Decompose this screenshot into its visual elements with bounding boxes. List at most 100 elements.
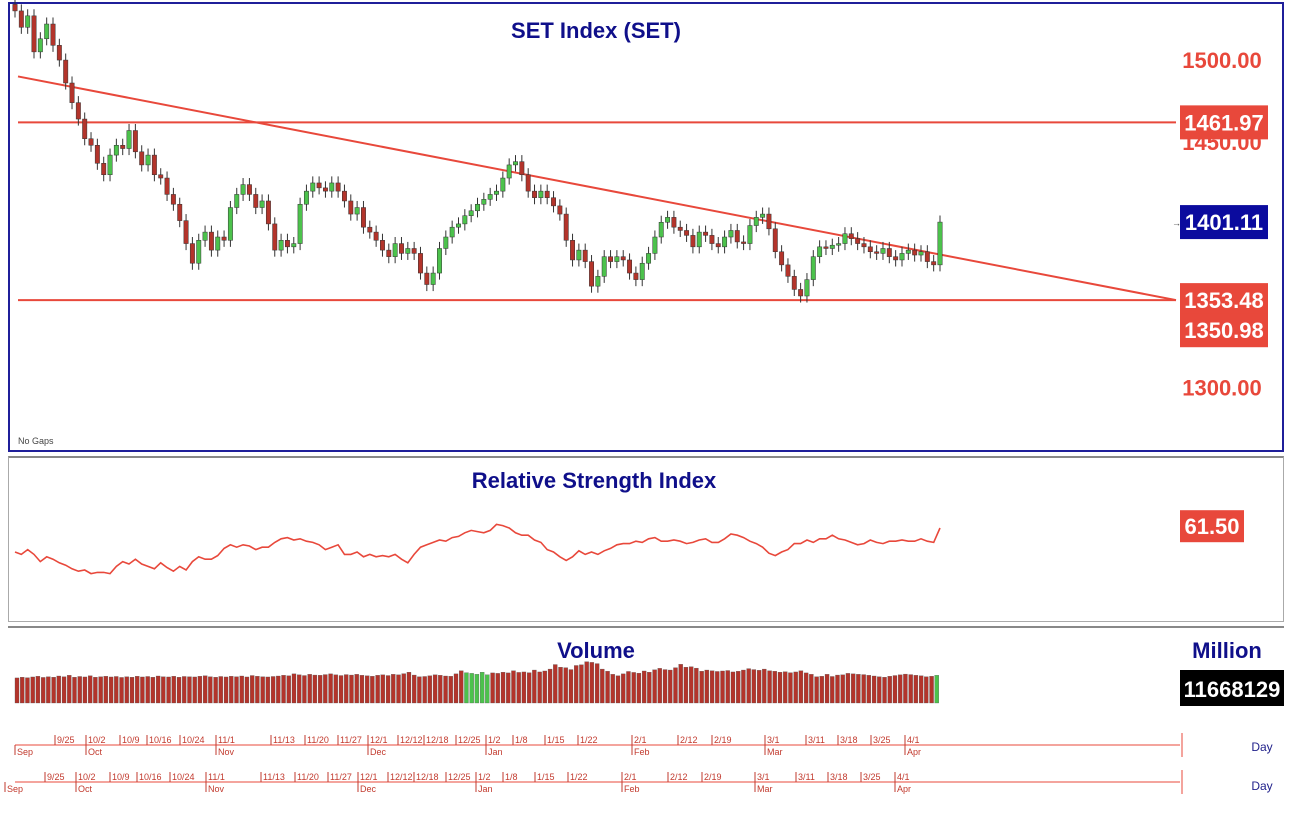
price-tick-label: 1300.00	[1182, 376, 1262, 401]
volume-bar	[568, 669, 574, 704]
candle-body	[665, 217, 671, 223]
candle-body	[912, 249, 918, 256]
price-label-text: 1401.11	[1185, 210, 1263, 235]
volume-bar	[725, 670, 730, 704]
volume-bar	[344, 674, 349, 704]
volume-bar	[594, 663, 600, 704]
volume-bar	[108, 676, 114, 704]
candle-body	[329, 182, 335, 192]
volume-bar	[662, 669, 668, 704]
volume-bar	[762, 668, 767, 704]
volume-bar	[312, 674, 318, 704]
volume-bar	[803, 672, 809, 704]
volume-bar	[88, 675, 93, 704]
volume-bar	[286, 675, 291, 704]
volume-bar	[297, 674, 302, 704]
candle-body	[893, 256, 899, 261]
candle-body	[443, 236, 449, 249]
candle-body	[855, 238, 861, 244]
candle-body	[677, 226, 683, 231]
candle-body	[734, 230, 740, 243]
volume-bar	[317, 675, 323, 704]
volume-bar	[704, 669, 710, 704]
volume-bar	[145, 676, 150, 704]
volume-bar	[506, 672, 511, 704]
candle-body	[772, 228, 778, 253]
candle-body	[696, 231, 702, 248]
date-tick-label: 12/18	[426, 735, 449, 745]
candle-body	[107, 154, 113, 176]
date-tick-label: 10/2	[88, 735, 106, 745]
volume-bar	[197, 676, 203, 704]
volume-bar	[427, 675, 433, 704]
candle-body	[113, 145, 119, 156]
volume-bar	[877, 676, 882, 704]
volume-bar	[500, 672, 506, 704]
month-label: Nov	[208, 784, 225, 794]
horizontal-lines[interactable]	[18, 121, 1176, 302]
price-label-text: 1461.97	[1184, 110, 1264, 135]
candle-body	[646, 253, 652, 264]
date-tick-label: 10/16	[139, 772, 162, 782]
month-label: Oct	[88, 747, 103, 757]
candle-body	[456, 223, 461, 228]
date-tick-label: 12/25	[448, 772, 471, 782]
date-tick-label: 3/18	[830, 772, 848, 782]
volume-bar	[412, 674, 417, 704]
trendline-group[interactable]	[17, 75, 1177, 302]
volume-unit-label: Million	[1192, 638, 1262, 663]
candle-body	[842, 233, 848, 244]
volume-bar	[908, 674, 913, 704]
candle-body	[652, 236, 658, 254]
date-tick-label: 10/24	[172, 772, 195, 782]
candle-body	[861, 243, 867, 248]
volume-bar	[260, 676, 265, 704]
candle-body	[506, 164, 512, 179]
candle-body	[291, 243, 297, 248]
volume-bar	[913, 675, 919, 704]
volume-bar	[652, 669, 657, 704]
volume-bar	[882, 677, 887, 704]
date-tick-label: 1/22	[580, 735, 598, 745]
candle-body	[310, 182, 316, 192]
volume-bar	[166, 676, 171, 704]
volume-bar	[469, 673, 474, 704]
date-tick-label: 4/1	[907, 735, 920, 745]
volume-bar	[730, 671, 736, 704]
volume-bar	[751, 669, 757, 704]
candle-body	[246, 184, 252, 195]
volume-bar	[370, 676, 375, 704]
volume-bar	[683, 667, 689, 704]
candle-body	[158, 174, 164, 179]
trendline	[17, 75, 1177, 302]
volume-bar	[176, 677, 182, 704]
volume-bar	[192, 676, 197, 704]
date-tick-label: 2/12	[680, 735, 698, 745]
volume-bar	[621, 673, 626, 704]
candle-body	[709, 235, 715, 244]
candle-body	[817, 246, 823, 257]
volume-bar	[20, 677, 25, 704]
date-tick-label: 10/9	[122, 735, 140, 745]
price-chart-title: SET Index (SET)	[511, 18, 681, 43]
candle-body	[126, 130, 132, 149]
candle-body	[316, 182, 322, 189]
volume-bar	[135, 676, 140, 704]
volume-bar	[814, 676, 819, 704]
candle-body	[810, 256, 816, 280]
volume-bar	[720, 670, 725, 704]
volume-bar	[406, 672, 412, 704]
candle-body	[937, 221, 943, 266]
volume-bar	[840, 674, 845, 704]
volume-bar	[511, 670, 516, 704]
month-label: Dec	[370, 747, 387, 757]
date-tick-label: 1/8	[505, 772, 518, 782]
volume-bar	[845, 673, 851, 704]
candle-body	[779, 251, 785, 266]
candle-body	[392, 243, 398, 257]
candle-body	[582, 249, 588, 262]
date-tick-label: 10/24	[182, 735, 205, 745]
candle-body	[589, 261, 594, 287]
candle-body	[437, 248, 442, 274]
candle-body	[823, 246, 829, 249]
